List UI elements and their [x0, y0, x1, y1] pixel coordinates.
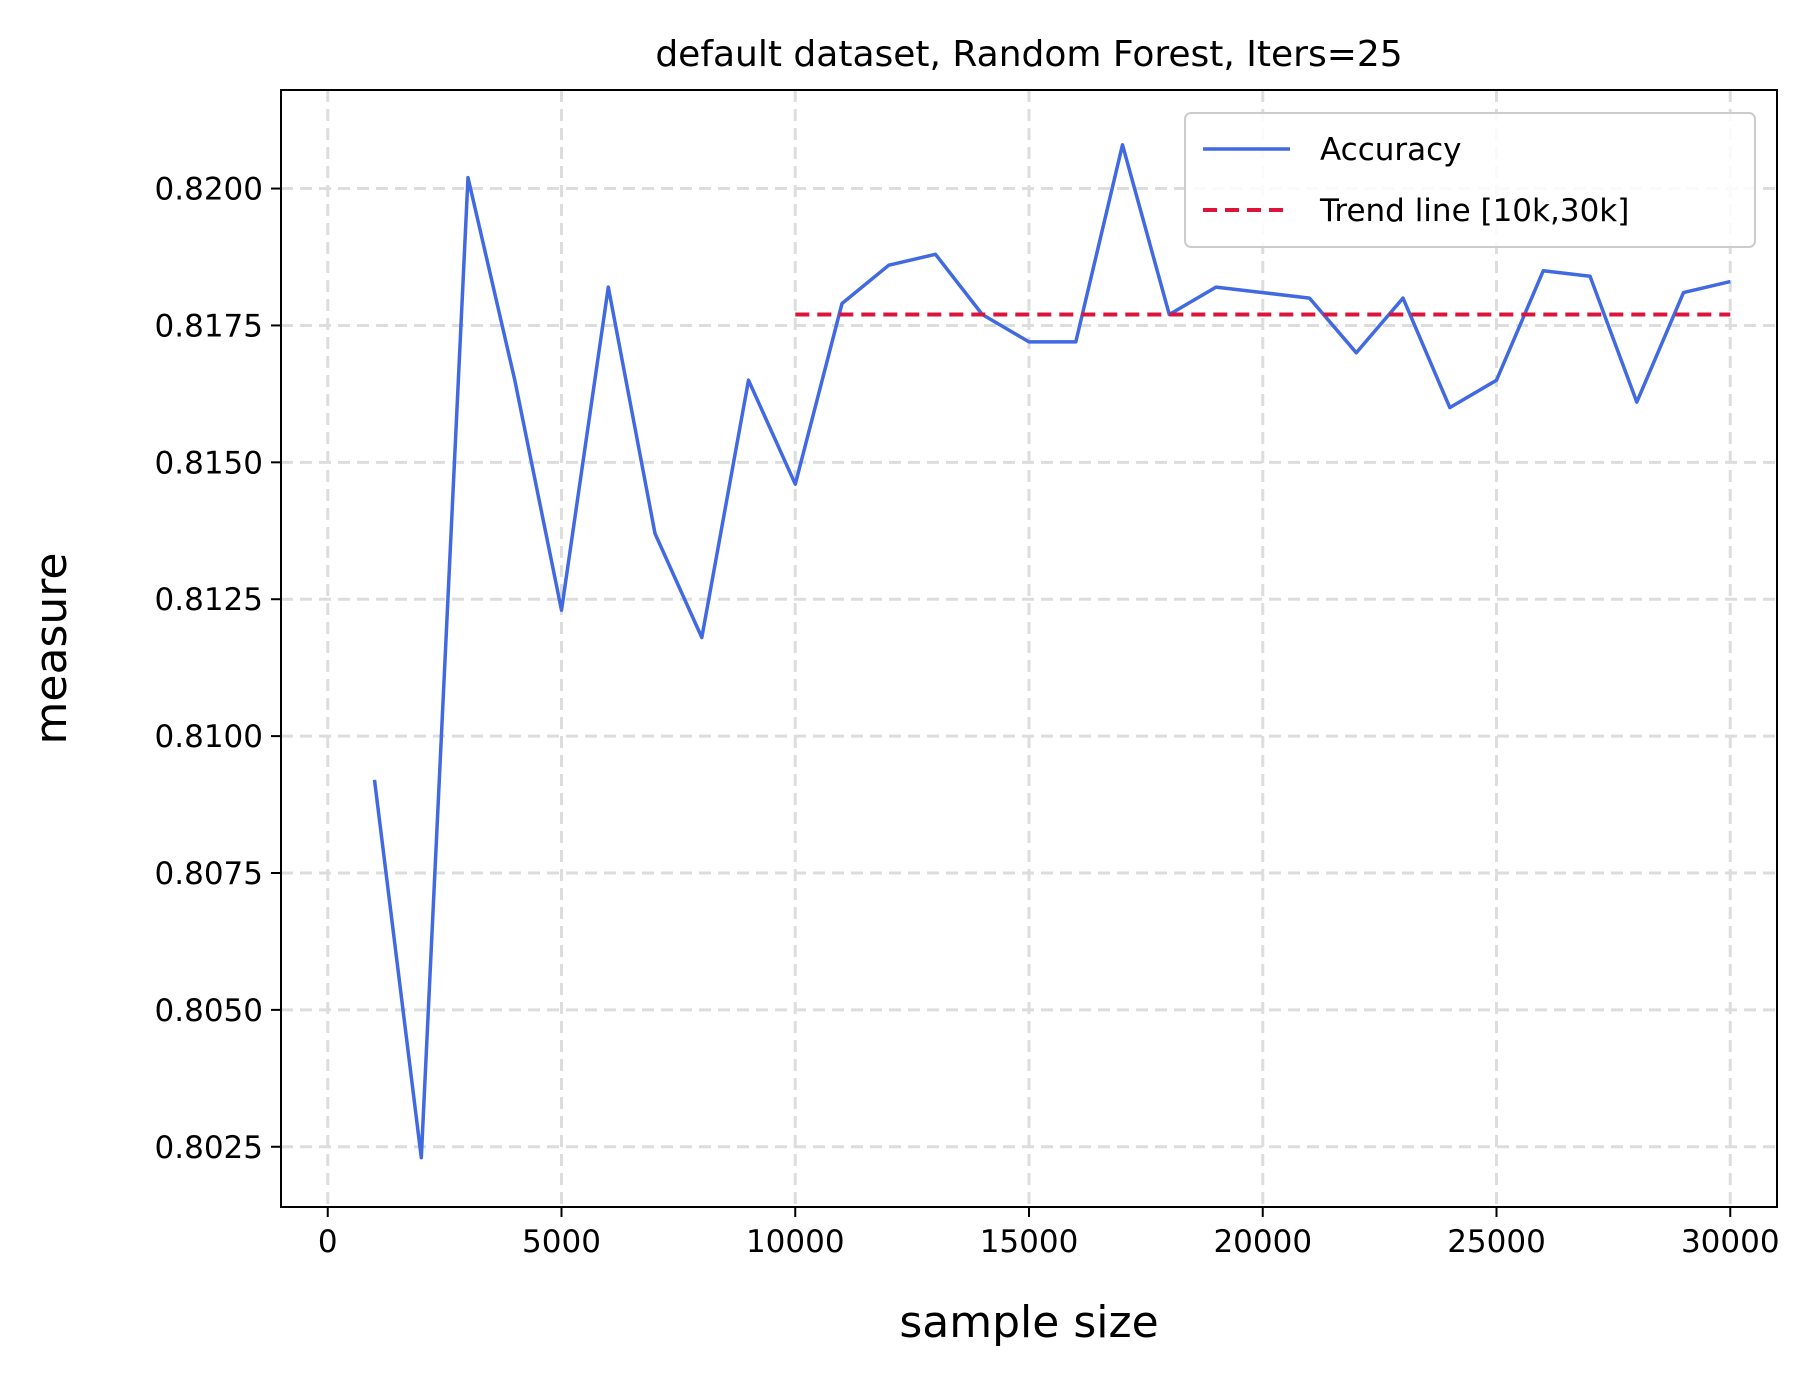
x-tick-label: 25000 — [1447, 1224, 1546, 1260]
x-tick-label: 10000 — [746, 1224, 845, 1260]
y-tick-label: 0.8025 — [155, 1130, 263, 1166]
y-tick-label: 0.8075 — [155, 856, 263, 892]
x-tick-label: 0 — [318, 1224, 338, 1260]
x-tick-label: 5000 — [522, 1224, 601, 1260]
legend-box — [1184, 112, 1756, 248]
legend-label-accuracy: Accuracy — [1320, 132, 1462, 168]
y-tick-label: 0.8200 — [155, 172, 263, 208]
y-tick-label: 0.8050 — [155, 993, 263, 1029]
x-tick-label: 20000 — [1213, 1224, 1312, 1260]
y-tick-label: 0.8100 — [155, 719, 263, 755]
y-tick-label: 0.8175 — [155, 308, 263, 344]
y-tick-label: 0.8150 — [155, 445, 263, 481]
x-tick-label: 30000 — [1681, 1224, 1780, 1260]
y-tick-label: 0.8125 — [155, 582, 263, 618]
chart-title: default dataset, Random Forest, Iters=25 — [655, 34, 1402, 75]
legend-label-trend: Trend line [10k,30k] — [1319, 193, 1629, 229]
x-tick-label: 15000 — [980, 1224, 1079, 1260]
x-axis-label: sample size — [899, 1297, 1158, 1348]
legend: Accuracy Trend line [10k,30k] — [1184, 112, 1756, 248]
series-line-accuracy — [372, 143, 1731, 1160]
y-axis-label: measure — [26, 553, 77, 745]
